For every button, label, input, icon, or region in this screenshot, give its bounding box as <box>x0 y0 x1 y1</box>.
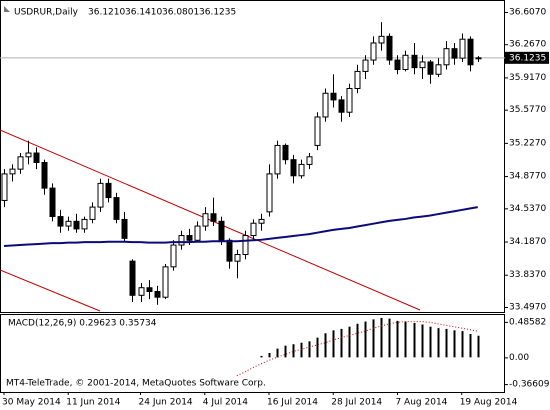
candle-body <box>33 152 40 164</box>
candle-body <box>218 220 225 241</box>
macd-title: MACD(12,26,9) 0.29623 0.35734 <box>8 319 157 329</box>
candle-body <box>113 197 120 220</box>
candle-body <box>242 235 249 256</box>
candle-body <box>459 38 466 59</box>
candle-body <box>162 266 169 298</box>
x-tick-label: 4 Jul 2014 <box>203 398 248 408</box>
macd-y-tick-label: -0.36609 <box>509 380 550 390</box>
main-panel <box>0 0 505 313</box>
candle-body <box>210 213 217 222</box>
chart-title: USDRUR,Daily <box>14 8 79 18</box>
candle-body <box>49 187 56 218</box>
trend-line <box>0 129 421 311</box>
candle-body <box>346 88 353 113</box>
candle-body <box>354 70 361 90</box>
candle-body <box>386 35 393 61</box>
candle-body <box>435 64 442 75</box>
candle-body <box>419 61 426 69</box>
moving-average <box>3 206 478 247</box>
menu-arrow <box>4 6 10 12</box>
macd-y-tick-label: 0.00 <box>509 353 529 363</box>
y-tick-label: 35.9170 <box>509 73 546 83</box>
candle-body <box>443 48 450 66</box>
x-tick-label: 7 Aug 2014 <box>395 398 447 408</box>
macd-signal <box>236 321 478 377</box>
candle-body <box>427 61 434 75</box>
ohlc-value: 36.1210 <box>88 8 125 18</box>
y-tick-label: 35.5770 <box>509 105 546 115</box>
y-tick-label: 34.5370 <box>509 204 546 214</box>
candle-body <box>282 144 289 161</box>
macd-y-tick-label: 0.48582 <box>509 317 546 327</box>
candle-body <box>467 38 474 66</box>
candle-body <box>234 254 241 262</box>
candle-body <box>9 168 16 175</box>
candle-body <box>274 144 281 175</box>
candle-body <box>394 59 401 71</box>
candle-body <box>97 182 104 208</box>
x-tick-label: 24 Jun 2014 <box>139 398 193 408</box>
x-tick-label: 19 Aug 2014 <box>460 398 518 408</box>
y-tick-label: 33.4970 <box>509 302 546 312</box>
candle-body <box>378 35 385 44</box>
candle-body <box>475 57 482 60</box>
ohlc-value: 36.1235 <box>199 8 236 18</box>
trend-line <box>0 269 101 312</box>
current-price-box <box>505 51 549 64</box>
candle-body <box>154 291 161 298</box>
candle-body <box>314 116 321 146</box>
candle-body <box>322 92 329 118</box>
ohlc-value: 36.0801 <box>162 8 199 18</box>
candle-body <box>1 173 8 201</box>
current-price-label: 36.1235 <box>509 53 546 63</box>
y-tick-label: 34.8770 <box>509 172 546 182</box>
candle-body <box>330 92 337 101</box>
x-tick-label: 16 Jul 2014 <box>267 398 318 408</box>
candle-body <box>105 182 112 199</box>
y-tick-label: 34.1870 <box>509 237 546 247</box>
macd-panel <box>0 314 505 393</box>
candle-body <box>338 99 345 113</box>
x-tick-label: 11 Jun 2014 <box>66 398 120 408</box>
candle-body <box>258 218 265 224</box>
candle-body <box>266 173 273 213</box>
candle-body <box>194 225 201 241</box>
candle-body <box>411 54 418 69</box>
candle-body <box>306 156 313 165</box>
candle-body <box>121 218 128 239</box>
ohlc-value: 36.1410 <box>125 8 162 18</box>
candle-body <box>186 235 193 241</box>
candle-body <box>178 235 185 246</box>
candle-body <box>146 287 153 293</box>
candle-body <box>129 260 136 296</box>
candle-body <box>298 163 305 177</box>
candle-body <box>170 244 177 268</box>
candle-body <box>73 220 80 230</box>
candle-body <box>226 239 233 262</box>
x-tick-label: 30 May 2014 <box>2 398 61 408</box>
candle-body <box>89 206 96 220</box>
y-tick-label: 33.8370 <box>509 270 546 280</box>
candle-body <box>362 59 369 72</box>
candle-body <box>17 156 24 170</box>
candle-body <box>370 42 377 61</box>
candle-body <box>138 287 145 296</box>
candle-body <box>41 162 48 189</box>
y-tick-label: 36.6070 <box>509 7 546 17</box>
candle-body <box>57 216 64 227</box>
candle-body <box>202 213 209 227</box>
candle-body <box>290 159 297 177</box>
candle-body <box>25 152 32 158</box>
candle-body <box>451 48 458 59</box>
y-tick-label: 35.2270 <box>509 138 546 148</box>
candle-body <box>402 54 409 71</box>
candle-body <box>250 222 257 237</box>
copyright: MT4-TeleTrade, © 2001-2014, MetaQuotes S… <box>6 379 266 389</box>
y-tick-label: 36.2670 <box>509 40 546 50</box>
candle-body <box>81 218 88 230</box>
x-tick-label: 28 Jul 2014 <box>331 398 382 408</box>
candle-body <box>65 220 72 227</box>
